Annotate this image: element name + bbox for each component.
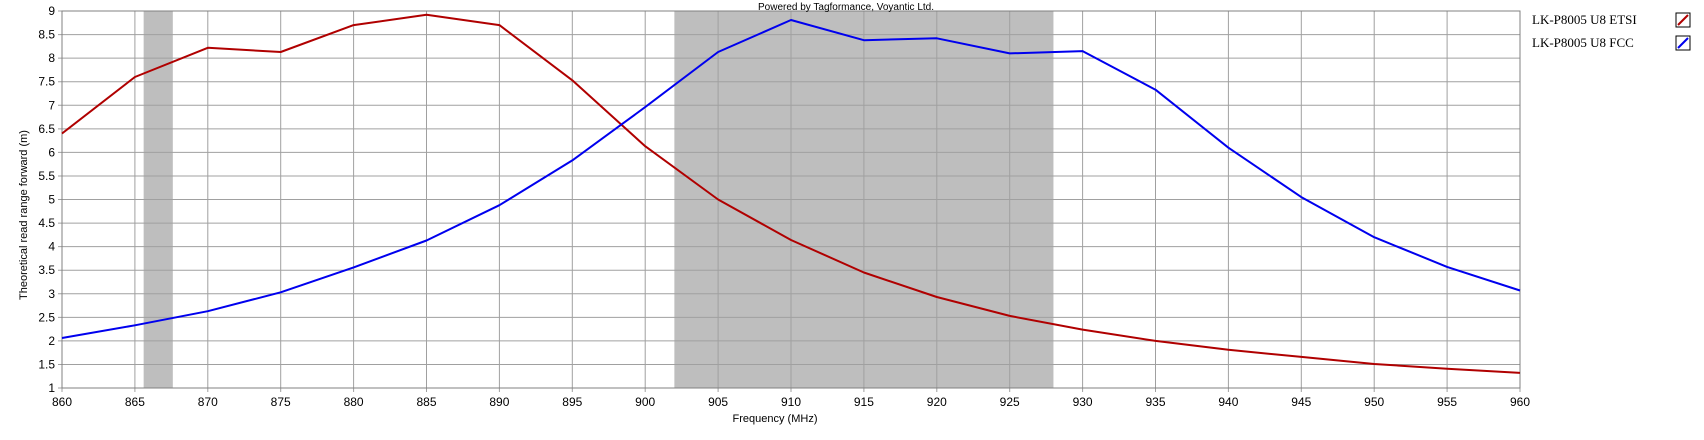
x-tick-label: 895: [562, 395, 582, 409]
y-tick-label: 6: [48, 145, 55, 159]
y-tick-label: 3: [48, 287, 55, 301]
legend-swatch-line: [1677, 37, 1689, 49]
x-tick-label: 940: [1218, 395, 1238, 409]
x-tick-label: 905: [708, 395, 728, 409]
x-tick-label: 920: [927, 395, 947, 409]
x-tick-label: 865: [125, 395, 145, 409]
x-tick-label: 930: [1073, 395, 1093, 409]
x-tick-label: 950: [1364, 395, 1384, 409]
x-tick-label: 875: [271, 395, 291, 409]
y-tick-label: 2: [48, 334, 55, 348]
x-tick-label: 890: [489, 395, 509, 409]
x-axis-tick-labels: 860 865 870 875 880 885 890 895 900 905 910 915 920 9…: [52, 395, 1530, 409]
y-tick-label: 4: [48, 240, 55, 254]
y-tick-label: 5: [48, 193, 55, 207]
y-tick-label: 1: [48, 381, 55, 395]
y-tick-label: 7: [48, 98, 55, 112]
x-tick-label: 900: [635, 395, 655, 409]
plot-area-frame: [61, 10, 1521, 389]
x-tick-label: 935: [1145, 395, 1165, 409]
x-tick-label: 880: [344, 395, 364, 409]
y-tick-label: 8.5: [38, 28, 55, 42]
y-tick-label: 3.5: [38, 263, 55, 277]
x-tick-label: 925: [1000, 395, 1020, 409]
powered-by-caption: Powered by Tagformance, Voyantic Ltd.: [758, 2, 934, 13]
x-tick-label: 870: [198, 395, 218, 409]
legend: LK-P8005 U8 ETSI LK-P8005 U8 FCC: [1532, 12, 1691, 51]
x-tick-label: 910: [781, 395, 801, 409]
series-line-1: [61, 19, 1521, 339]
y-axis-title: Theoretical read range forward (m): [18, 130, 30, 300]
x-tick-label: 915: [854, 395, 874, 409]
series-lines: [61, 13, 1521, 374]
y-tick-label: 6.5: [38, 122, 55, 136]
x-tick-label: 860: [52, 395, 72, 409]
y-axis-tick-labels: 1 1.5 2 2.5 3 3.5 4 4.5 5 5.5 6 6.5 7 7.5 8 8.5 9: [38, 4, 55, 395]
y-tick-label: 9: [48, 4, 55, 18]
y-tick-label: 7.5: [38, 75, 55, 89]
y-tick-label: 5.5: [38, 169, 55, 183]
legend-label: LK-P8005 U8 ETSI: [1532, 12, 1637, 27]
x-tick-label: 955: [1437, 395, 1457, 409]
legend-swatch-line: [1677, 14, 1689, 26]
y-tick-label: 8: [48, 51, 55, 65]
y-tick-label: 2.5: [38, 310, 55, 324]
y-tick-label: 4.5: [38, 216, 55, 230]
series-line-0: [61, 13, 1521, 374]
x-tick-label: 945: [1291, 395, 1311, 409]
x-tick-label: 960: [1510, 395, 1530, 409]
legend-label: LK-P8005 U8 FCC: [1532, 35, 1634, 50]
x-tick-label: 885: [416, 395, 436, 409]
x-axis-title: Frequency (MHz): [733, 413, 818, 425]
y-tick-label: 1.5: [38, 357, 55, 371]
